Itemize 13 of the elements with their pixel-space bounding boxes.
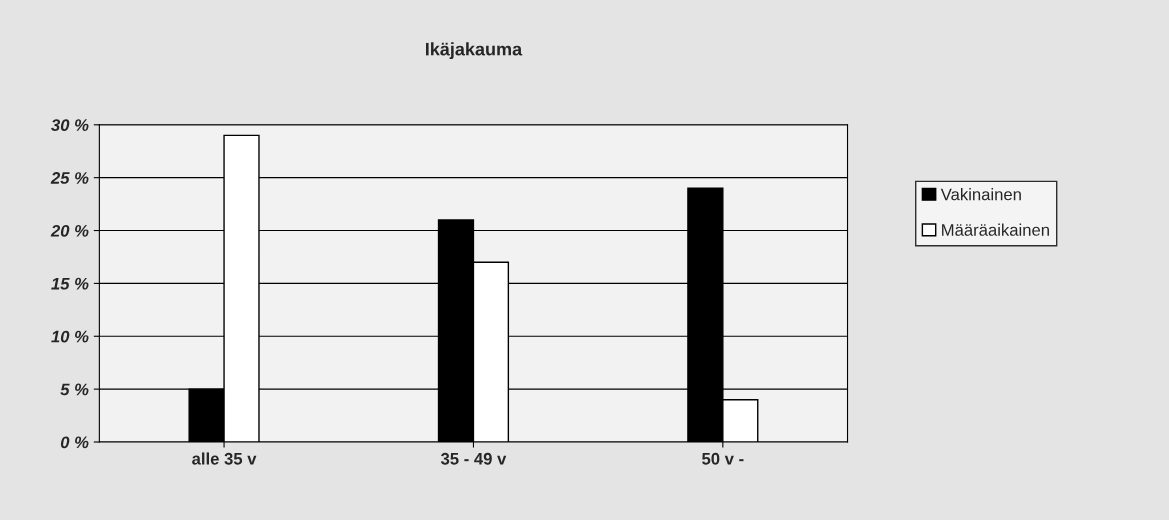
- y-tick-label: 30 %: [51, 119, 89, 131]
- y-tick-label: 0 %: [60, 436, 89, 449]
- x-tick-label: alle 35 v: [192, 452, 257, 465]
- y-tick-label: 10 %: [51, 330, 89, 343]
- y-tick-label: 15 %: [51, 277, 89, 290]
- x-tick-label: 35 - 49 v: [440, 452, 507, 465]
- chart-title: Ikäjakauma: [425, 42, 523, 60]
- legend-label: Määräaikainen: [942, 223, 1049, 236]
- x-tick-label: 50 v -: [702, 452, 744, 465]
- y-tick-label: 5 %: [60, 383, 89, 396]
- y-tick-label: 25 %: [50, 172, 89, 184]
- legend-label: Vakinainen: [940, 188, 1021, 201]
- y-tick-label: 20 %: [50, 224, 89, 237]
